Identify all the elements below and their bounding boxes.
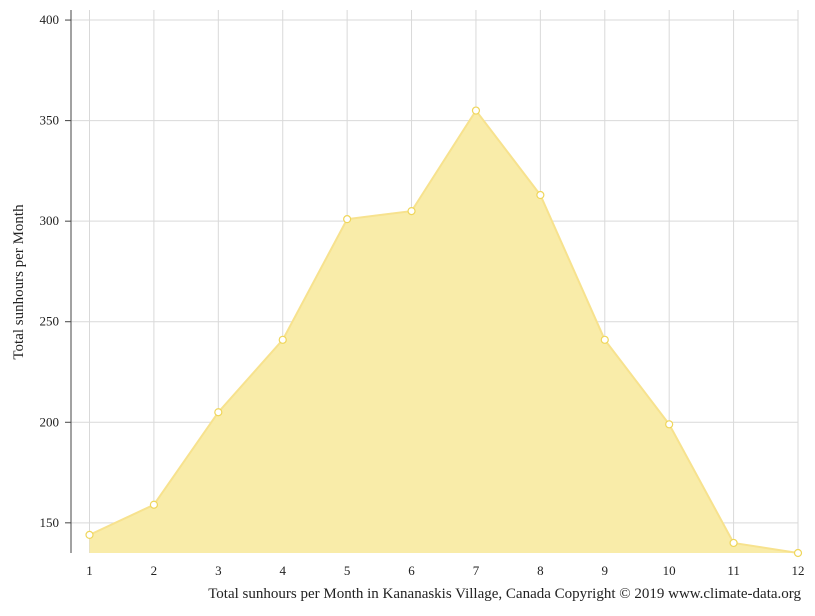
x-tick-label: 7 (473, 563, 480, 578)
y-tick-label: 150 (40, 515, 60, 530)
data-point[interactable] (471, 106, 481, 115)
data-point[interactable] (149, 500, 159, 509)
y-tick-label: 250 (40, 314, 60, 329)
x-tick-label: 8 (537, 563, 544, 578)
y-tick-label: 350 (40, 113, 60, 128)
series-line (89, 108, 799, 554)
y-tick-label: 300 (40, 213, 60, 228)
data-point[interactable] (536, 190, 545, 200)
data-point[interactable] (343, 215, 352, 224)
x-tick-label: 3 (215, 563, 222, 578)
x-tick-label: 2 (151, 563, 158, 578)
data-point[interactable] (214, 408, 223, 417)
data-point[interactable] (278, 335, 287, 344)
data-point[interactable] (600, 335, 609, 344)
x-tick-label: 10 (663, 563, 676, 578)
area-fill (89, 110, 798, 554)
x-tick-label: 6 (408, 563, 415, 578)
data-point[interactable] (729, 538, 738, 548)
data-point[interactable] (793, 548, 803, 558)
y-tick-label: 400 (40, 12, 60, 27)
x-tick-label: 9 (602, 563, 609, 578)
data-point[interactable] (407, 207, 416, 216)
chart-caption: Total sunhours per Month in Kananaskis V… (208, 586, 801, 602)
x-tick-label: 12 (792, 563, 805, 578)
x-tick-label: 5 (344, 563, 351, 578)
x-tick-label: 11 (727, 563, 740, 578)
data-point[interactable] (665, 420, 674, 429)
y-tick-label: 200 (40, 414, 60, 429)
y-axis-title: Total sunhours per Month (11, 204, 27, 360)
x-tick-label: 1 (86, 563, 93, 578)
data-point[interactable] (85, 530, 94, 540)
x-tick-label: 4 (279, 563, 286, 578)
